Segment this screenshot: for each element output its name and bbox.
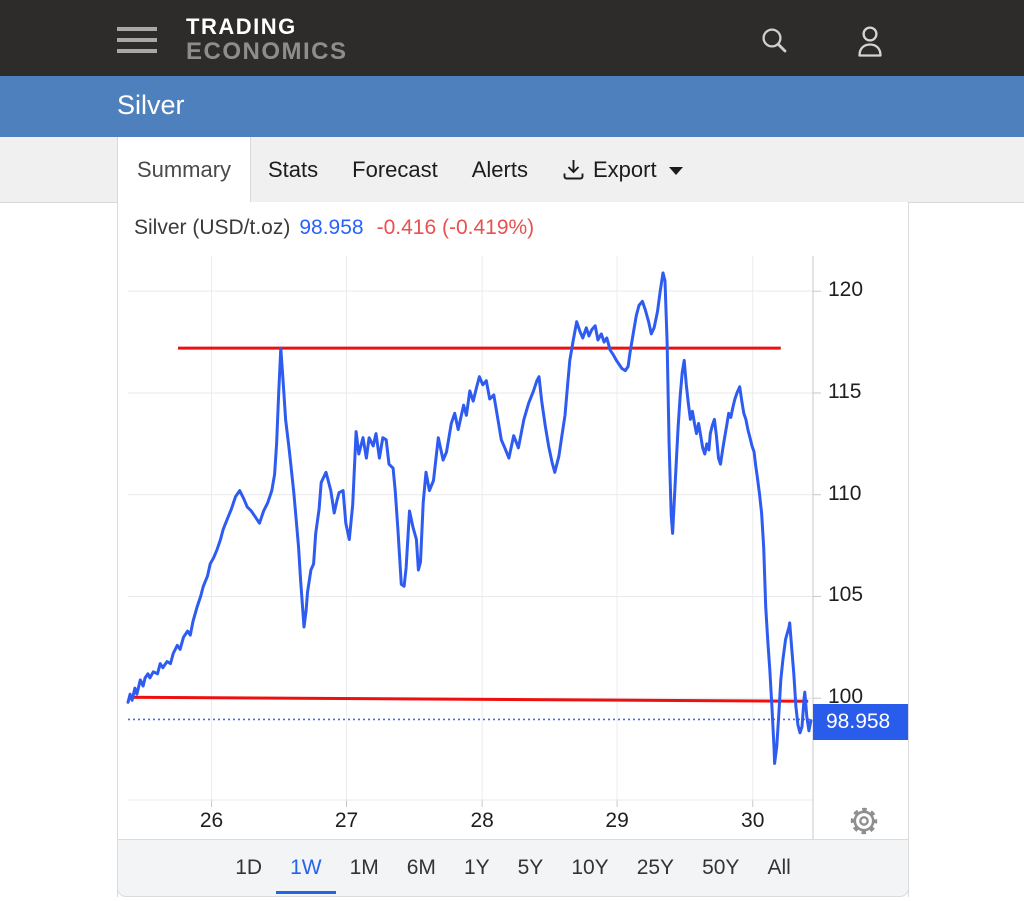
support-line — [127, 695, 809, 703]
range-6m[interactable]: 6M — [393, 842, 450, 894]
chart-instrument-label: Silver (USD/t.oz) — [134, 216, 291, 239]
price-chart-canvas[interactable] — [118, 202, 908, 841]
range-1m[interactable]: 1M — [336, 842, 393, 894]
range-all[interactable]: All — [753, 842, 804, 894]
x-axis-label: 28 — [470, 809, 494, 832]
app-header: TRADING ECONOMICS — [0, 0, 1024, 76]
range-1w[interactable]: 1W — [276, 842, 336, 894]
x-axis-label: 27 — [334, 809, 359, 832]
tab-strip: Summary Stats Forecast Alerts Export — [0, 137, 1024, 203]
range-5y[interactable]: 5Y — [504, 842, 558, 894]
range-1d[interactable]: 1D — [221, 842, 276, 894]
hamburger-bar — [117, 49, 157, 53]
tab-export[interactable]: Export — [545, 137, 700, 202]
y-axis-label: 100 — [828, 685, 864, 709]
y-axis-label: 115 — [828, 379, 862, 403]
last-price-badge: 98.958 — [813, 704, 908, 741]
x-axis-label: 26 — [199, 809, 224, 832]
range-50y[interactable]: 50Y — [688, 842, 753, 894]
price-line — [126, 271, 813, 765]
instrument-title-bar: Silver — [0, 76, 1024, 137]
tab-export-label: Export — [592, 156, 657, 182]
user-icon[interactable] — [853, 23, 887, 59]
range-1y[interactable]: 1Y — [450, 842, 504, 894]
tab-forecast[interactable]: Forecast — [352, 156, 438, 182]
tab-alerts[interactable]: Alerts — [471, 156, 528, 182]
range-toolbar: 1D 1W 1M 6M 1Y 5Y 10Y 25Y 50Y All — [117, 839, 909, 897]
trading-economics-logo[interactable]: TRADING ECONOMICS — [186, 16, 348, 64]
y-axis-label: 105 — [828, 583, 864, 607]
search-icon[interactable] — [759, 25, 791, 57]
chart-price-change: -0.416 (-0.419%) — [376, 216, 535, 239]
tab-summary[interactable]: Summary — [117, 137, 251, 203]
hamburger-menu-icon[interactable] — [117, 27, 157, 54]
gear-icon[interactable] — [848, 805, 880, 837]
range-25y[interactable]: 25Y — [623, 842, 688, 894]
chart-title: Silver (USD/t.oz) 98.958 -0.416 (-0.419%) — [134, 216, 534, 240]
range-10y[interactable]: 10Y — [557, 842, 622, 894]
y-axis-label: 110 — [828, 481, 862, 505]
hamburger-bar — [117, 27, 157, 31]
chevron-down-icon — [668, 167, 683, 175]
page-title: Silver — [117, 90, 185, 120]
x-axis-label: 29 — [605, 809, 629, 832]
x-axis-label: 30 — [741, 809, 765, 832]
logo-line-2: ECONOMICS — [186, 38, 348, 65]
logo-line-1: TRADING — [186, 14, 297, 39]
chart-last-price: 98.958 — [299, 216, 364, 239]
tabs-row: Summary Stats Forecast Alerts Export — [117, 137, 700, 203]
y-axis-label: 120 — [828, 278, 864, 302]
chart-card: Silver (USD/t.oz) 98.958 -0.416 (-0.419%) … — [117, 202, 909, 897]
download-icon — [562, 158, 585, 181]
hamburger-bar — [117, 38, 157, 42]
tab-stats[interactable]: Stats — [268, 156, 319, 182]
